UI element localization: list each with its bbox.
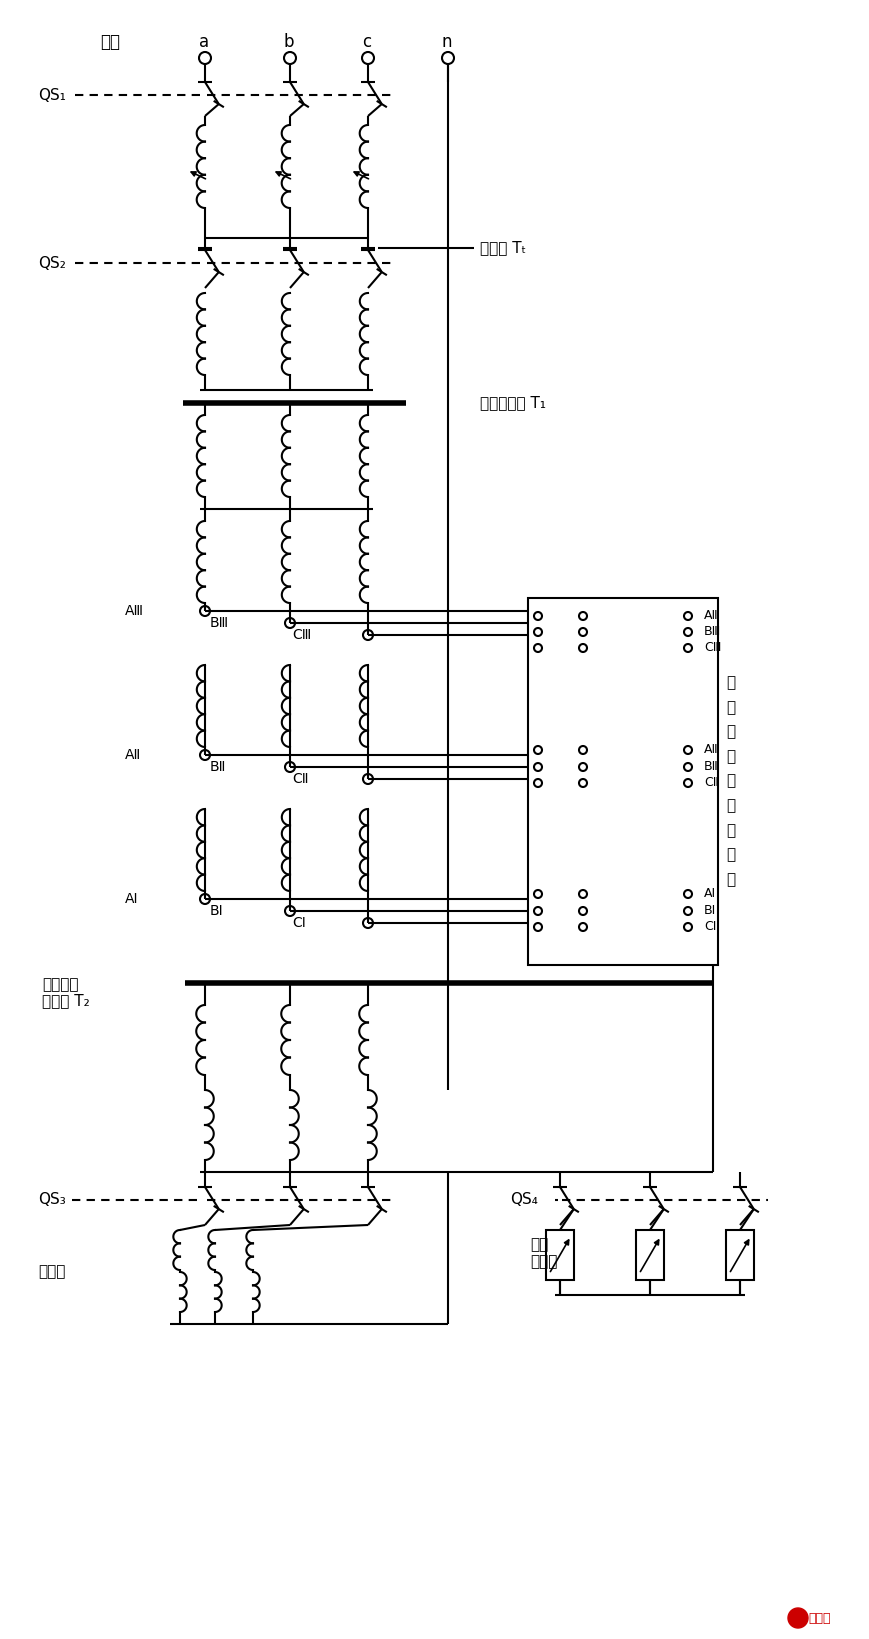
- Text: BⅠ: BⅠ: [209, 905, 223, 918]
- Text: QS₃: QS₃: [38, 1193, 66, 1208]
- Text: AⅡ: AⅡ: [125, 747, 141, 762]
- Text: c: c: [362, 33, 371, 51]
- Text: AⅠ: AⅠ: [703, 887, 715, 900]
- Text: 电感器: 电感器: [38, 1265, 65, 1280]
- Text: 三相: 三相: [529, 1237, 547, 1252]
- Text: CⅡ: CⅡ: [292, 772, 308, 787]
- Text: AⅢ: AⅢ: [703, 610, 720, 623]
- Text: AⅡ: AⅡ: [703, 744, 718, 757]
- Text: QS₄: QS₄: [509, 1193, 537, 1208]
- Text: BⅠ: BⅠ: [703, 905, 715, 918]
- Circle shape: [787, 1608, 807, 1628]
- Text: a: a: [199, 33, 209, 51]
- Text: b: b: [283, 33, 295, 51]
- Text: CⅠ: CⅠ: [292, 916, 305, 929]
- Text: CⅢ: CⅢ: [703, 641, 720, 654]
- Text: CⅠ: CⅠ: [703, 921, 715, 934]
- Text: CⅢ: CⅢ: [292, 628, 311, 642]
- Text: 鼎达信: 鼎达信: [807, 1611, 830, 1624]
- Text: BⅢ: BⅢ: [209, 616, 229, 629]
- Text: 电源: 电源: [100, 33, 120, 51]
- Text: BⅡ: BⅡ: [209, 760, 226, 774]
- Text: 升压变压器 T₁: 升压变压器 T₁: [480, 395, 546, 410]
- Text: AⅢ: AⅢ: [125, 605, 144, 618]
- Text: 无
触
点
有
载
调
压
装
置: 无 触 点 有 载 调 压 装 置: [725, 675, 734, 887]
- Bar: [546, 1229, 574, 1280]
- Text: QS₁: QS₁: [38, 87, 66, 103]
- Text: CⅡ: CⅡ: [703, 777, 718, 790]
- Text: AⅠ: AⅠ: [125, 892, 138, 906]
- Bar: [635, 1229, 663, 1280]
- Text: n: n: [441, 33, 452, 51]
- Text: 调压器 Tₜ: 调压器 Tₜ: [480, 241, 526, 256]
- Bar: [725, 1229, 753, 1280]
- Text: QS₂: QS₂: [38, 256, 66, 270]
- Text: 有载调压: 有载调压: [42, 977, 78, 993]
- Text: 变压器 T₂: 变压器 T₂: [42, 993, 90, 1008]
- Text: BⅢ: BⅢ: [703, 626, 720, 639]
- Bar: [527, 598, 717, 965]
- Text: 变阻笱: 变阻笱: [529, 1254, 557, 1270]
- Text: BⅡ: BⅡ: [703, 760, 718, 774]
